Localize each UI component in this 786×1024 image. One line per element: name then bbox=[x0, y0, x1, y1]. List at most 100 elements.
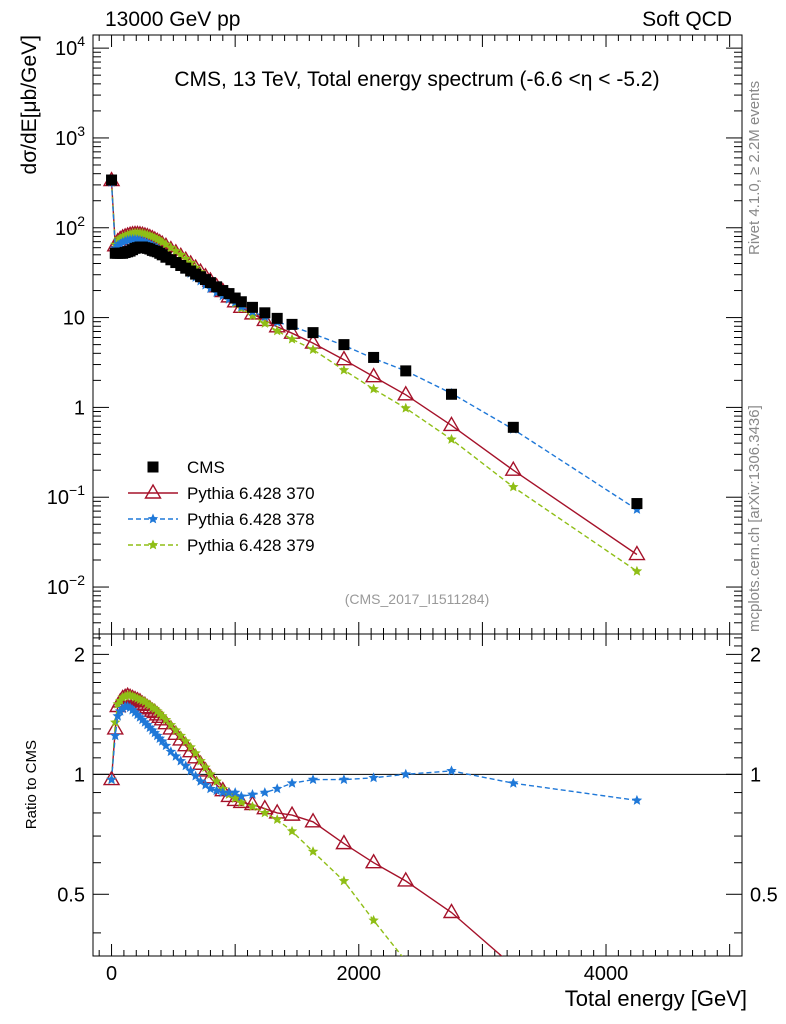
legend-entry: CMS bbox=[147, 458, 225, 477]
data-point bbox=[307, 327, 319, 339]
data-point bbox=[368, 351, 380, 363]
data-point bbox=[335, 350, 353, 366]
data-point bbox=[259, 318, 271, 328]
ratio-point bbox=[397, 871, 415, 887]
legend-label: Pythia 6.428 370 bbox=[187, 484, 315, 503]
data-point bbox=[628, 545, 646, 561]
data-point bbox=[504, 460, 523, 476]
ratio-point bbox=[152, 730, 163, 741]
data-point bbox=[204, 277, 216, 289]
ratio-point bbox=[259, 787, 271, 797]
ratio-point bbox=[175, 730, 186, 741]
ratio-point bbox=[191, 754, 210, 770]
data-point bbox=[272, 325, 283, 336]
ratio-point bbox=[170, 724, 182, 735]
ratio-point bbox=[165, 719, 177, 730]
ratio-point bbox=[175, 755, 186, 766]
header-right: Soft QCD bbox=[642, 8, 732, 31]
ratio-point bbox=[247, 789, 258, 799]
ratio-point bbox=[211, 775, 222, 786]
data-point bbox=[180, 253, 191, 264]
ratio-point bbox=[338, 774, 350, 785]
data-point bbox=[631, 498, 643, 510]
ratio-point bbox=[124, 702, 136, 713]
main-series-group bbox=[102, 171, 646, 576]
ratio-point bbox=[165, 746, 177, 757]
data-point bbox=[631, 565, 643, 576]
ratio-point bbox=[170, 750, 182, 761]
data-point bbox=[397, 385, 415, 401]
ratio-point bbox=[190, 747, 201, 758]
ratio-pythia-6-428-378 bbox=[106, 701, 643, 805]
ratio-plot-frame bbox=[92, 633, 743, 957]
ratio-tick-label-right: 0.5 bbox=[750, 884, 778, 906]
ratio-tick-label: 0.5 bbox=[57, 884, 85, 906]
ratio-point bbox=[110, 716, 121, 727]
ratio-series-group bbox=[102, 686, 643, 971]
legend-marker bbox=[147, 513, 159, 524]
ratio-line bbox=[110, 705, 637, 802]
legend-marker bbox=[147, 461, 159, 473]
data-point bbox=[175, 249, 186, 260]
data-point bbox=[400, 402, 411, 413]
analysis-tag: (CMS_2017_I1511284) bbox=[345, 591, 490, 607]
ratio-point bbox=[112, 710, 123, 721]
legend-label: CMS bbox=[187, 458, 225, 477]
data-point bbox=[364, 367, 383, 383]
ratio-point bbox=[405, 955, 406, 956]
ratio-point bbox=[110, 730, 121, 741]
ratio-tick-label-right: 1 bbox=[750, 764, 761, 786]
ratio-point bbox=[304, 812, 322, 828]
ratio-point bbox=[229, 787, 241, 797]
ratio-point bbox=[177, 736, 195, 752]
legend-marker bbox=[144, 483, 162, 499]
ratio-point bbox=[185, 741, 196, 752]
ratio-point bbox=[106, 774, 117, 785]
ratio-point bbox=[236, 797, 247, 807]
series-pythia-6-428-370 bbox=[102, 171, 646, 561]
ratio-point bbox=[180, 760, 191, 771]
y-tick-label: 10−2 bbox=[47, 572, 85, 599]
data-point bbox=[247, 310, 258, 321]
y-axis-label: dσ/dE[μb/GeV] bbox=[18, 35, 41, 174]
data-point bbox=[246, 301, 258, 313]
data-point bbox=[217, 285, 229, 297]
ratio-line bbox=[110, 695, 503, 956]
ratio-point bbox=[631, 794, 643, 805]
ratio-point bbox=[446, 765, 457, 776]
ratio-point bbox=[200, 779, 211, 790]
data-point bbox=[445, 388, 457, 400]
data-point bbox=[442, 416, 461, 432]
ratio-point bbox=[160, 740, 172, 751]
y-tick-label: 102 bbox=[55, 213, 85, 240]
x-tick-label: 2000 bbox=[337, 963, 382, 985]
y-tick-label: 10−1 bbox=[47, 482, 85, 509]
ratio-point bbox=[307, 846, 319, 856]
ratio-point bbox=[200, 762, 211, 772]
data-point bbox=[286, 318, 298, 330]
series-cms bbox=[106, 174, 643, 510]
ratio-point bbox=[196, 761, 215, 777]
y-tick-label: 10 bbox=[63, 308, 85, 330]
data-point bbox=[211, 281, 223, 293]
ratio-tick-label-right: 2 bbox=[750, 644, 761, 666]
ratio-point bbox=[506, 958, 521, 971]
ratio-point bbox=[247, 801, 258, 811]
x-axis-label: Total energy [GeV] bbox=[565, 986, 747, 1011]
data-point bbox=[235, 296, 247, 308]
ratio-point bbox=[272, 814, 283, 824]
ratio-point bbox=[180, 735, 191, 746]
ratio-point bbox=[217, 787, 228, 797]
ratio-point bbox=[442, 903, 461, 919]
ratio-point bbox=[152, 705, 163, 716]
data-point bbox=[338, 339, 350, 351]
header-left: 13000 GeV pp bbox=[105, 8, 241, 31]
data-point bbox=[106, 174, 118, 186]
ratio-point bbox=[185, 765, 196, 776]
ratio-point bbox=[205, 768, 216, 779]
data-point bbox=[338, 364, 350, 375]
x-ticks bbox=[98, 35, 743, 956]
legend: CMS Pythia 6.428 370 Pythia 6.428 378 Pythi… bbox=[128, 458, 315, 555]
ratio-point bbox=[286, 777, 298, 788]
